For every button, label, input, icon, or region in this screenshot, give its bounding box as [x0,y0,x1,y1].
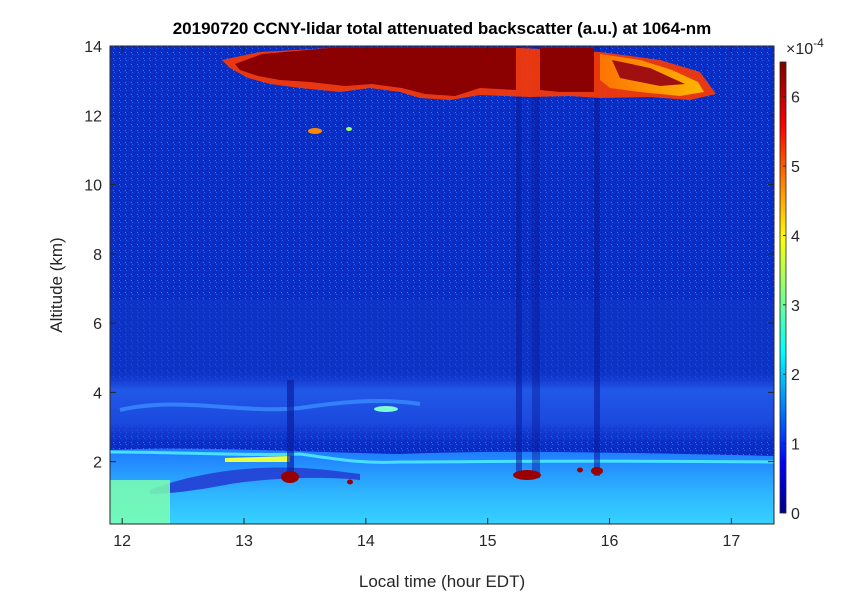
x-tick-label: 13 [235,533,253,550]
colorbar-tick-label: 5 [791,159,800,176]
x-axis-label: Local time (hour EDT) [359,572,525,591]
near-surface-aerosol [110,480,170,524]
low-clouds [281,467,603,485]
rain-shaft [594,46,600,476]
low-cloud [281,471,299,483]
low-cloud [577,467,583,473]
cirrus-core [540,48,594,92]
aerosol-streak [119,399,421,412]
x-tick-label: 12 [113,533,131,550]
colorbar-exponent: -4 [813,36,824,50]
plot-area [110,46,774,524]
boundary-layer-top [110,450,774,464]
rain-shaft [287,380,294,480]
x-axis: 12 13 14 15 16 17 [113,46,740,550]
colorbar-multiplier: ×10-4 [786,36,824,58]
colorbar-tick-label: 3 [791,298,800,315]
low-cloud [513,470,541,480]
y-tick-label: 12 [84,108,102,125]
chart-title: 20190720 CCNY-lidar total attenuated bac… [173,19,712,38]
x-tick-label: 14 [357,533,375,550]
cirrus-cloud [222,48,716,134]
background-signal [110,46,774,524]
colorbar-tick-label: 0 [791,506,800,523]
y-tick-label: 6 [93,316,102,333]
colorbar-gradient [780,62,786,513]
colorbar-tick-label: 4 [791,228,800,245]
residual-layer-band [150,467,360,494]
colorbar-tick-label: 6 [791,90,800,107]
colorbar-multiplier-base: ×10 [786,41,813,58]
cirrus-fragment [308,128,322,134]
y-axis-label: Altitude (km) [47,237,66,332]
y-tick-label: 4 [93,385,102,402]
colorbar-tick-label: 2 [791,367,800,384]
y-tick-label: 10 [84,178,102,195]
low-cloud [347,479,353,485]
axes-box [109,45,775,525]
yellow-layer [225,456,290,462]
cirrus-fragment [346,127,352,131]
colorbar-ticks: 0 1 2 3 4 5 6 [783,90,800,523]
cirrus-core [235,48,516,96]
rain-shaft [532,46,540,478]
colorbar-tick-label: 1 [791,437,800,454]
colorbar: 0 1 2 3 4 5 6 ×10-4 [779,36,824,523]
aerosol-bright-spot [374,406,398,412]
x-tick-label: 15 [479,533,497,550]
boundary-layer [110,448,774,524]
y-tick-label: 2 [93,455,102,472]
rain-shaft [516,46,522,478]
y-tick-label: 8 [93,247,102,264]
low-cloud [591,467,603,475]
cirrus-edge [612,60,685,86]
x-tick-label: 17 [722,533,740,550]
x-tick-label: 16 [601,533,619,550]
y-tick-label: 14 [84,39,102,56]
y-axis: 2 4 6 8 10 12 14 [84,39,774,472]
